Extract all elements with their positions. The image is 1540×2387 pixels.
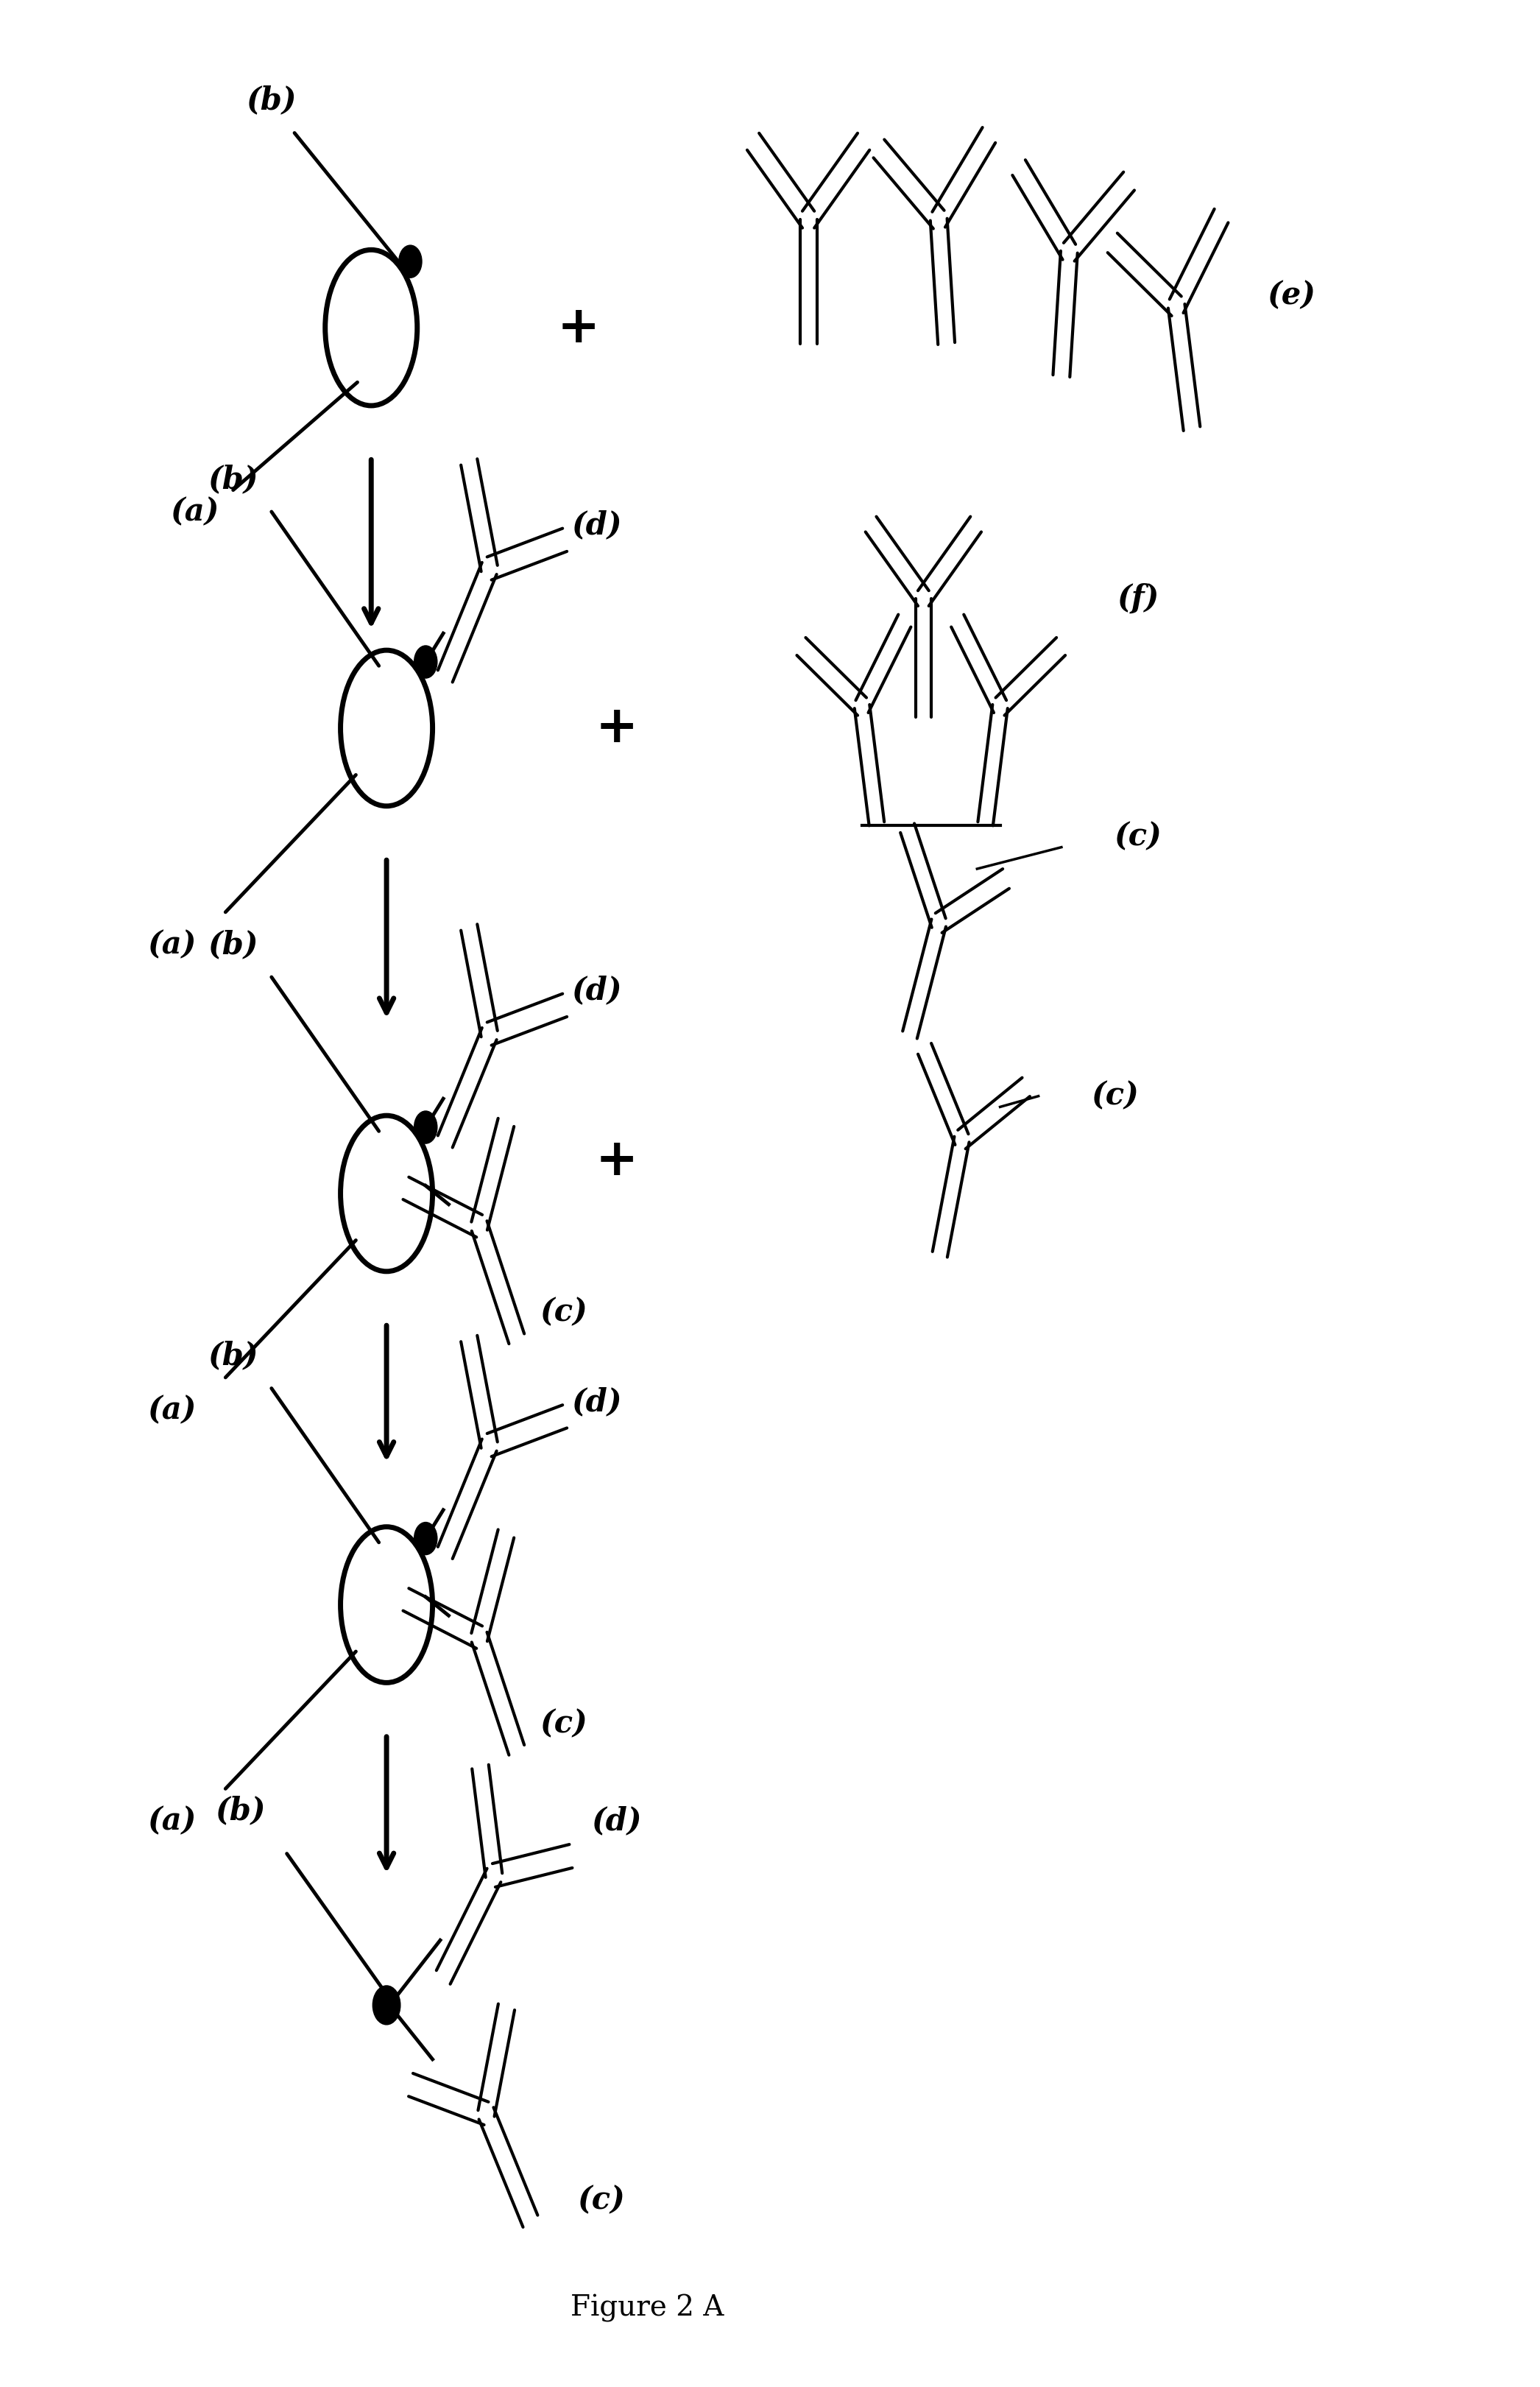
Text: (c): (c): [578, 2184, 625, 2215]
Text: (e): (e): [1267, 279, 1315, 310]
Text: (b): (b): [208, 1341, 259, 1370]
Text: (a): (a): [148, 1805, 196, 1836]
Text: (a): (a): [148, 1394, 196, 1425]
Circle shape: [414, 647, 437, 678]
Text: +: +: [594, 1136, 638, 1186]
Text: (b): (b): [246, 86, 297, 117]
Text: (b): (b): [208, 929, 259, 960]
Circle shape: [399, 246, 422, 277]
Text: (d): (d): [591, 1805, 642, 1836]
Text: (c): (c): [541, 1296, 588, 1327]
Text: (d): (d): [571, 1387, 622, 1418]
Circle shape: [414, 1523, 437, 1554]
Text: (f): (f): [1116, 582, 1160, 613]
Circle shape: [373, 1986, 400, 2024]
Text: (a): (a): [148, 929, 196, 960]
Text: (d): (d): [571, 511, 622, 539]
Text: (a): (a): [171, 496, 219, 528]
Text: +: +: [557, 303, 599, 353]
Text: (b): (b): [208, 463, 259, 494]
Text: Figure 2 A: Figure 2 A: [571, 2294, 724, 2323]
Circle shape: [414, 1110, 437, 1143]
Text: +: +: [594, 704, 638, 752]
Text: (d): (d): [571, 974, 622, 1005]
Text: (c): (c): [1115, 821, 1163, 852]
Text: (c): (c): [1092, 1081, 1140, 1112]
Text: (c): (c): [541, 1709, 588, 1740]
Text: (b): (b): [216, 1795, 266, 1826]
